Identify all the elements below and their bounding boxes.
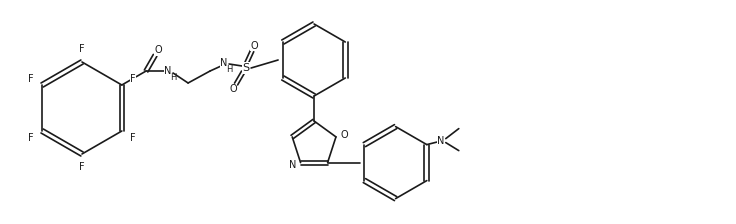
Text: N: N <box>437 136 445 146</box>
Text: N: N <box>220 58 227 68</box>
Text: O: O <box>340 130 348 140</box>
Text: F: F <box>130 73 136 84</box>
Text: H: H <box>170 73 177 82</box>
Text: O: O <box>155 45 162 55</box>
Text: N: N <box>289 160 297 170</box>
Text: F: F <box>79 44 85 54</box>
Text: N: N <box>164 66 171 76</box>
Text: H: H <box>226 65 233 73</box>
Text: F: F <box>28 133 34 142</box>
Text: F: F <box>28 73 34 84</box>
Text: O: O <box>250 41 258 51</box>
Text: F: F <box>130 133 136 142</box>
Text: O: O <box>230 84 237 94</box>
Text: S: S <box>243 63 250 73</box>
Text: F: F <box>79 162 85 172</box>
